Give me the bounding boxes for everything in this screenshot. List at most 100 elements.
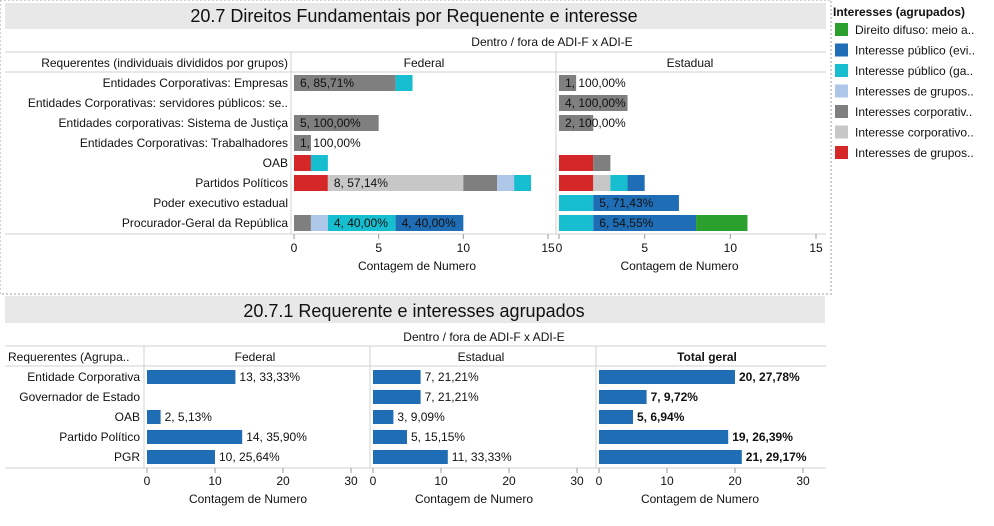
chart-1-frame: [0, 0, 832, 295]
chart-2-bar: [599, 370, 735, 384]
legend-item-label: Interesses corporativ..: [855, 105, 972, 119]
chart-2-tick-label: 0: [596, 474, 603, 488]
legend-title: Interesses (agrupados): [833, 5, 965, 19]
chart-2-data-label: 7, 21,21%: [425, 390, 479, 404]
chart-2-bar: [373, 390, 421, 404]
chart-1-data-label: 1, 100,00%: [300, 136, 361, 150]
chart-1-bar-segment: [294, 75, 396, 91]
chart-1-data-label: 6, 54,55%: [599, 216, 653, 230]
chart-2-tick-label: 20: [276, 474, 290, 488]
chart-2-bar: [373, 450, 448, 464]
legend-swatch[interactable]: [835, 84, 848, 98]
chart-2-row-header: Requerentes (Agrupa..: [8, 350, 129, 364]
chart-1-bar-segment: [559, 155, 594, 171]
chart-1-bar-segment: [395, 75, 413, 91]
chart-2-axis-title: Contagem de Numero: [641, 492, 759, 506]
chart-1-tick-label: 15: [541, 241, 555, 255]
chart-1-category-label: Entidades Corporativas: servidores públi…: [28, 96, 288, 110]
chart-2-data-label: 14, 35,90%: [246, 430, 307, 444]
chart-1-tick-label: 10: [457, 241, 471, 255]
chart-1-bar-segment: [497, 175, 515, 191]
legend-item-label: Interesses de grupos..: [855, 146, 974, 160]
chart-1-bar-segment: [294, 155, 311, 171]
chart-1-row-header: Requerentes (individuais divididos por g…: [41, 56, 288, 70]
chart-1-tick-label: 5: [641, 241, 648, 255]
chart-1: 20.7 Direitos Fundamentais por Requenent…: [0, 0, 975, 295]
chart-2-title-band: [5, 296, 825, 323]
chart-2-bar: [373, 370, 421, 384]
chart-1-panel-header: Federal: [404, 56, 445, 70]
chart-1-bar-segment: [559, 95, 628, 111]
chart-1-data-label: 1, 100,00%: [565, 76, 626, 90]
chart-2-tick-label: 20: [502, 474, 516, 488]
chart-1-bar-segment: [310, 215, 328, 231]
chart-1-bar-segment: [593, 215, 697, 231]
chart-1-tick-label: 0: [291, 241, 298, 255]
chart-1-category-label: Entidades corporativas: Sistema de Justi…: [59, 116, 289, 130]
chart-1-bar-segment: [593, 175, 611, 191]
chart-1-title: 20.7 Direitos Fundamentais por Requenent…: [190, 6, 637, 26]
chart-1-data-label: 4, 40,00%: [334, 216, 388, 230]
chart-1-tick-label: 15: [809, 241, 823, 255]
legend-item-label: Interesse corporativo..: [855, 126, 974, 140]
chart-2-data-label: 19, 26,39%: [732, 430, 793, 444]
chart-2-bar: [373, 430, 407, 444]
chart-2-data-label: 5, 15,15%: [411, 430, 465, 444]
legend-item-label: Interesse público (evi..: [855, 44, 975, 58]
chart-2-panel-header: Federal: [235, 350, 276, 364]
chart-2-axis-title: Contagem de Numero: [415, 492, 533, 506]
legend-swatch[interactable]: [835, 43, 848, 57]
chart-1-bar-segment: [696, 215, 748, 231]
chart-2-tick-label: 10: [208, 474, 222, 488]
legend-swatch[interactable]: [835, 146, 848, 159]
chart-2-tick-label: 30: [344, 474, 358, 488]
chart-1-subtitle: Dentro / fora de ADI-F x ADI-E: [471, 35, 632, 49]
legend-swatch[interactable]: [835, 105, 848, 118]
chart-2-tick-label: 10: [434, 474, 448, 488]
legend-item-label: Direito difuso: meio a..: [855, 23, 974, 37]
chart-1-bar-segment: [310, 155, 328, 171]
chart-1-bar-segment: [327, 175, 464, 191]
chart-2-panel-header: Total geral: [677, 350, 737, 364]
legend-item-label: Interesse público (ga..: [855, 64, 973, 78]
chart-2-title: 20.7.1 Requerente e interesses agrupados: [243, 301, 584, 321]
chart-2-bar: [147, 410, 161, 424]
chart-2-data-label: 7, 21,21%: [425, 370, 479, 384]
chart-1-tick-label: 5: [375, 241, 382, 255]
chart-2-tick-label: 0: [370, 474, 377, 488]
chart-1-bar-segment: [294, 115, 379, 131]
legend-item-label: Interesses de grupos..: [855, 85, 974, 99]
legend-swatch[interactable]: [835, 23, 848, 36]
chart-1-bar-segment: [327, 215, 396, 231]
chart-2-bar: [147, 370, 236, 384]
chart-2-data-label: 10, 25,64%: [219, 450, 280, 464]
chart-1-bar-segment: [593, 155, 611, 171]
chart-2-data-label: 2, 5,13%: [165, 410, 213, 424]
chart-1-bar-segment: [559, 195, 594, 211]
chart-1-tick-label: 0: [556, 241, 563, 255]
legend-swatch[interactable]: [835, 64, 848, 77]
chart-1-title-band: [5, 3, 826, 29]
chart-1-bar-segment: [593, 195, 679, 211]
chart-1-bar-segment: [294, 135, 311, 151]
chart-2-data-label: 7, 9,72%: [651, 390, 699, 404]
chart-1-bar-segment: [627, 175, 645, 191]
chart-1-bar-segment: [559, 115, 594, 131]
chart-2-bar: [373, 410, 394, 424]
chart-1-data-label: 4, 40,00%: [402, 216, 456, 230]
chart-2-category-label: Entidade Corporativa: [27, 370, 140, 384]
legend-swatch[interactable]: [835, 125, 848, 139]
chart-2-tick-label: 30: [796, 474, 810, 488]
chart-1-bar-segment: [559, 215, 594, 231]
chart-2-bar: [599, 450, 742, 464]
chart-2-bar: [147, 450, 215, 464]
chart-2-data-label: 21, 29,17%: [746, 450, 807, 464]
chart-2-category-label: Partido Político: [59, 430, 140, 444]
chart-2-tick-label: 20: [728, 474, 742, 488]
chart-1-category-label: Entidades Corporativas: Empresas: [103, 76, 288, 90]
chart-1-bar-segment: [395, 215, 464, 231]
chart-1-data-label: 5, 71,43%: [599, 196, 653, 210]
chart-2-tick-label: 30: [570, 474, 584, 488]
chart-1-bar-segment: [559, 75, 577, 91]
